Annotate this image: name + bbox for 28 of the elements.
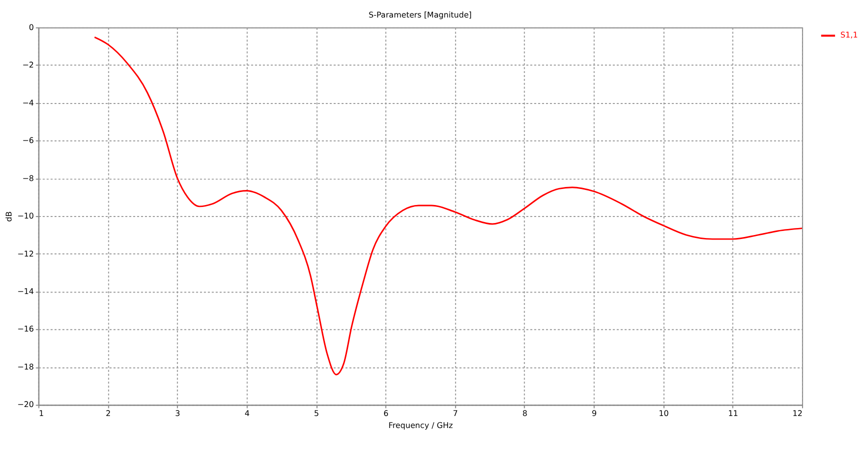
x-tick-label: 2: [106, 409, 111, 418]
x-tick-label: 9: [592, 409, 597, 418]
legend-label: S1,1: [840, 30, 858, 40]
x-tick-label: 5: [314, 409, 320, 418]
y-tick-label: −20: [17, 400, 34, 410]
y-tick-label: −6: [22, 136, 34, 146]
x-tick-label: 11: [728, 409, 738, 418]
x-tick-label: 7: [452, 409, 458, 418]
y-tick-label: −18: [17, 362, 34, 372]
y-tick-label: −4: [22, 98, 34, 108]
y-tick-label: −2: [22, 60, 34, 70]
chart-title: S-Parameters [Magnitude]: [368, 10, 472, 20]
y-tick-label: −10: [17, 212, 34, 221]
y-tick-label: −14: [17, 286, 34, 296]
y-axis-title: dB: [4, 211, 14, 222]
y-tick-label: −8: [22, 174, 34, 183]
y-tick-label: −12: [17, 249, 34, 258]
x-tick-label: 10: [658, 409, 669, 418]
x-tick-label: 8: [522, 409, 528, 418]
y-tick-label: 0: [28, 22, 34, 32]
x-tick-label: 12: [792, 409, 803, 418]
y-tick-label: −16: [17, 324, 34, 334]
x-tick-label: 1: [38, 409, 44, 418]
line-series: [94, 36, 802, 376]
x-tick-label: 3: [175, 409, 180, 418]
x-tick-label: 6: [383, 409, 388, 418]
x-tick-label: 4: [244, 409, 250, 418]
x-axis-title: Frequency / GHz: [388, 420, 453, 430]
